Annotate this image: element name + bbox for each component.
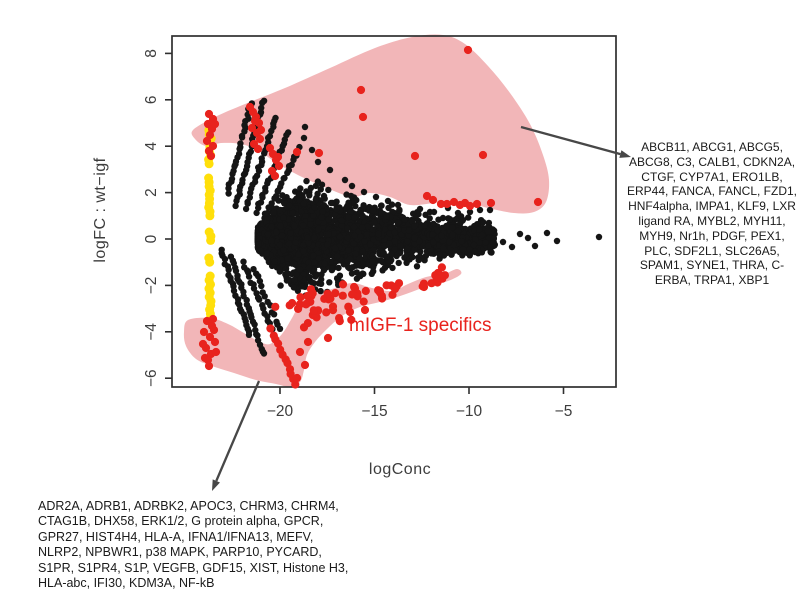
- gene-list-bottom-left: ADR2A, ADRB1, ADRBK2, APOC3, CHRM3, CHRM…: [38, 499, 349, 591]
- plot-border: [171, 35, 617, 388]
- svg-text:0: 0: [143, 234, 160, 243]
- svg-text:−2: −2: [143, 277, 160, 295]
- red-points-layer: [198, 45, 543, 389]
- svg-text:−20: −20: [267, 403, 294, 420]
- svg-text:−5: −5: [555, 403, 573, 420]
- y-axis-title: logFC : wt−igf: [92, 157, 109, 263]
- svg-text:2: 2: [143, 188, 160, 197]
- pink-highlight-region-upper: [191, 34, 550, 214]
- svg-text:−15: −15: [361, 403, 387, 420]
- gene-list-upper-right: ABCB11, ABCG1, ABCG5, ABCG8, C3, CALB1, …: [626, 140, 798, 288]
- svg-text:6: 6: [143, 95, 160, 104]
- y-axis-ticks: 8 6 4 2 0 −2 −4 −6: [143, 49, 172, 387]
- plot-annotation-label: mIGF-1 specifics: [349, 315, 492, 336]
- svg-text:−4: −4: [143, 323, 160, 341]
- svg-text:8: 8: [143, 49, 160, 58]
- svg-text:4: 4: [143, 142, 160, 151]
- arrow-to-upper-gene-list: [520, 125, 631, 158]
- arrow-to-lower-gene-list: [212, 380, 261, 491]
- svg-text:−10: −10: [456, 403, 483, 420]
- svg-text:−6: −6: [143, 369, 160, 387]
- x-axis-ticks: −20 −15 −10 −5: [267, 387, 572, 420]
- scatter-points-layer: [218, 97, 603, 357]
- x-axis-title: logConc: [368, 461, 432, 478]
